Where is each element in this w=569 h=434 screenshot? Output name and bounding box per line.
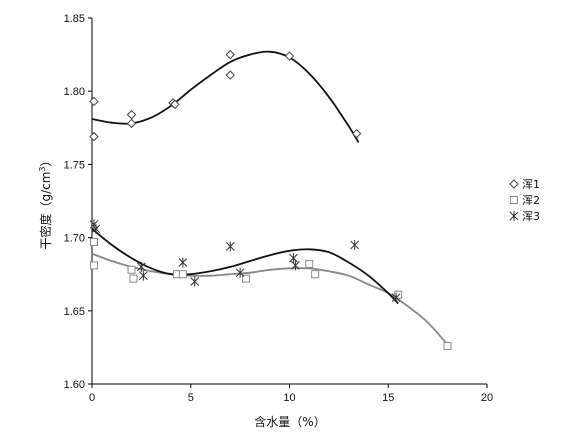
data-point-series-2 [127,265,136,274]
data-point-series-1 [126,109,137,120]
data-point-series-2 [443,341,452,350]
tick-labels: 1.60 1.65 1.70 1.75 1.80 1.85 0 5 10 15 20 [64,13,494,404]
data-point-series-1 [225,70,235,80]
trend-lines [91,50,449,346]
data-point-series-2 [89,261,98,270]
data-point-series-2 [89,237,98,246]
y-tick-label: 1.60 [64,379,85,391]
y-tick-label: 1.80 [64,86,85,98]
data-point-series-2 [305,259,314,268]
trend-line-series-3 [91,228,399,305]
data-point-series-1 [126,118,137,129]
legend-item: 浑3 [509,210,540,223]
legend-item: 浑1 [509,178,540,191]
x-tick-label: 5 [188,392,194,404]
legend-marker [509,211,519,221]
x-tick-label: 15 [382,392,394,404]
data-point-series-3 [138,270,148,281]
y-axis-label-sup: 3 [38,166,47,171]
data-point-series-3 [178,257,188,268]
legend-label: 浑1 [522,178,540,191]
data-point-series-1 [89,131,99,142]
data-point-series-1 [351,128,362,139]
data-point-series-1 [89,96,99,107]
data-point-series-3 [289,253,298,264]
data-point-series-3 [291,260,300,271]
legend-marker [510,196,518,204]
y-tick-label: 1.65 [64,306,85,318]
x-tick-label: 0 [89,392,95,404]
data-point-series-2 [178,270,187,279]
axes [88,17,488,388]
data-point-series-1 [225,49,235,60]
x-tick-label: 10 [283,392,295,404]
legend-label: 浑2 [522,194,540,207]
data-point-series-3 [350,239,360,250]
data-point-series-2 [242,274,251,283]
data-point-series-2 [394,290,403,299]
legend: 浑1 浑2 浑3 [509,178,540,223]
x-tick-label: 20 [481,392,493,404]
data-point-series-3 [190,276,200,287]
data-points [89,49,452,350]
y-tick-label: 1.70 [64,233,85,245]
legend-item: 浑2 [510,194,540,207]
trend-line-series-1 [91,50,360,143]
data-point-series-3 [235,267,245,278]
data-point-series-1 [284,51,295,61]
data-point-series-2 [129,274,138,283]
x-axis-label: 含水量（%） [254,414,325,429]
data-point-series-3 [225,241,235,252]
legend-label: 浑3 [522,210,540,223]
y-axis-label-tail: ） [39,154,53,166]
data-point-series-1 [170,99,180,110]
y-axis-label-base: 干密度（g/cm [38,172,53,250]
data-point-series-3 [391,292,401,303]
data-point-series-3 [91,223,101,234]
y-tick-label: 1.75 [64,159,85,171]
legend-marker [509,179,519,189]
data-point-series-3 [137,261,146,272]
data-point-series-2 [311,270,320,279]
y-tick-label: 1.85 [64,13,85,25]
data-point-series-3 [89,219,99,230]
y-axis-label: 干密度（g/cm3） [38,154,53,249]
